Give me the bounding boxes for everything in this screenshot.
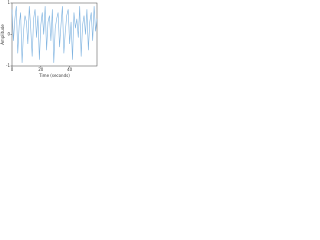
y-tick-label: 1 bbox=[7, 0, 10, 5]
data-line bbox=[11, 6, 98, 63]
plot-frame bbox=[11, 2, 98, 67]
x-tick-label: 0 bbox=[11, 67, 14, 72]
y-axis-label: Amplitude bbox=[0, 24, 5, 45]
x-axis-label: Time (seconds) bbox=[38, 73, 70, 78]
y-tick-label: -1 bbox=[6, 63, 10, 68]
y-tick-label: 0 bbox=[7, 32, 10, 37]
x-tick-label: 40 bbox=[67, 67, 73, 72]
x-tick-label: 20 bbox=[38, 67, 44, 72]
